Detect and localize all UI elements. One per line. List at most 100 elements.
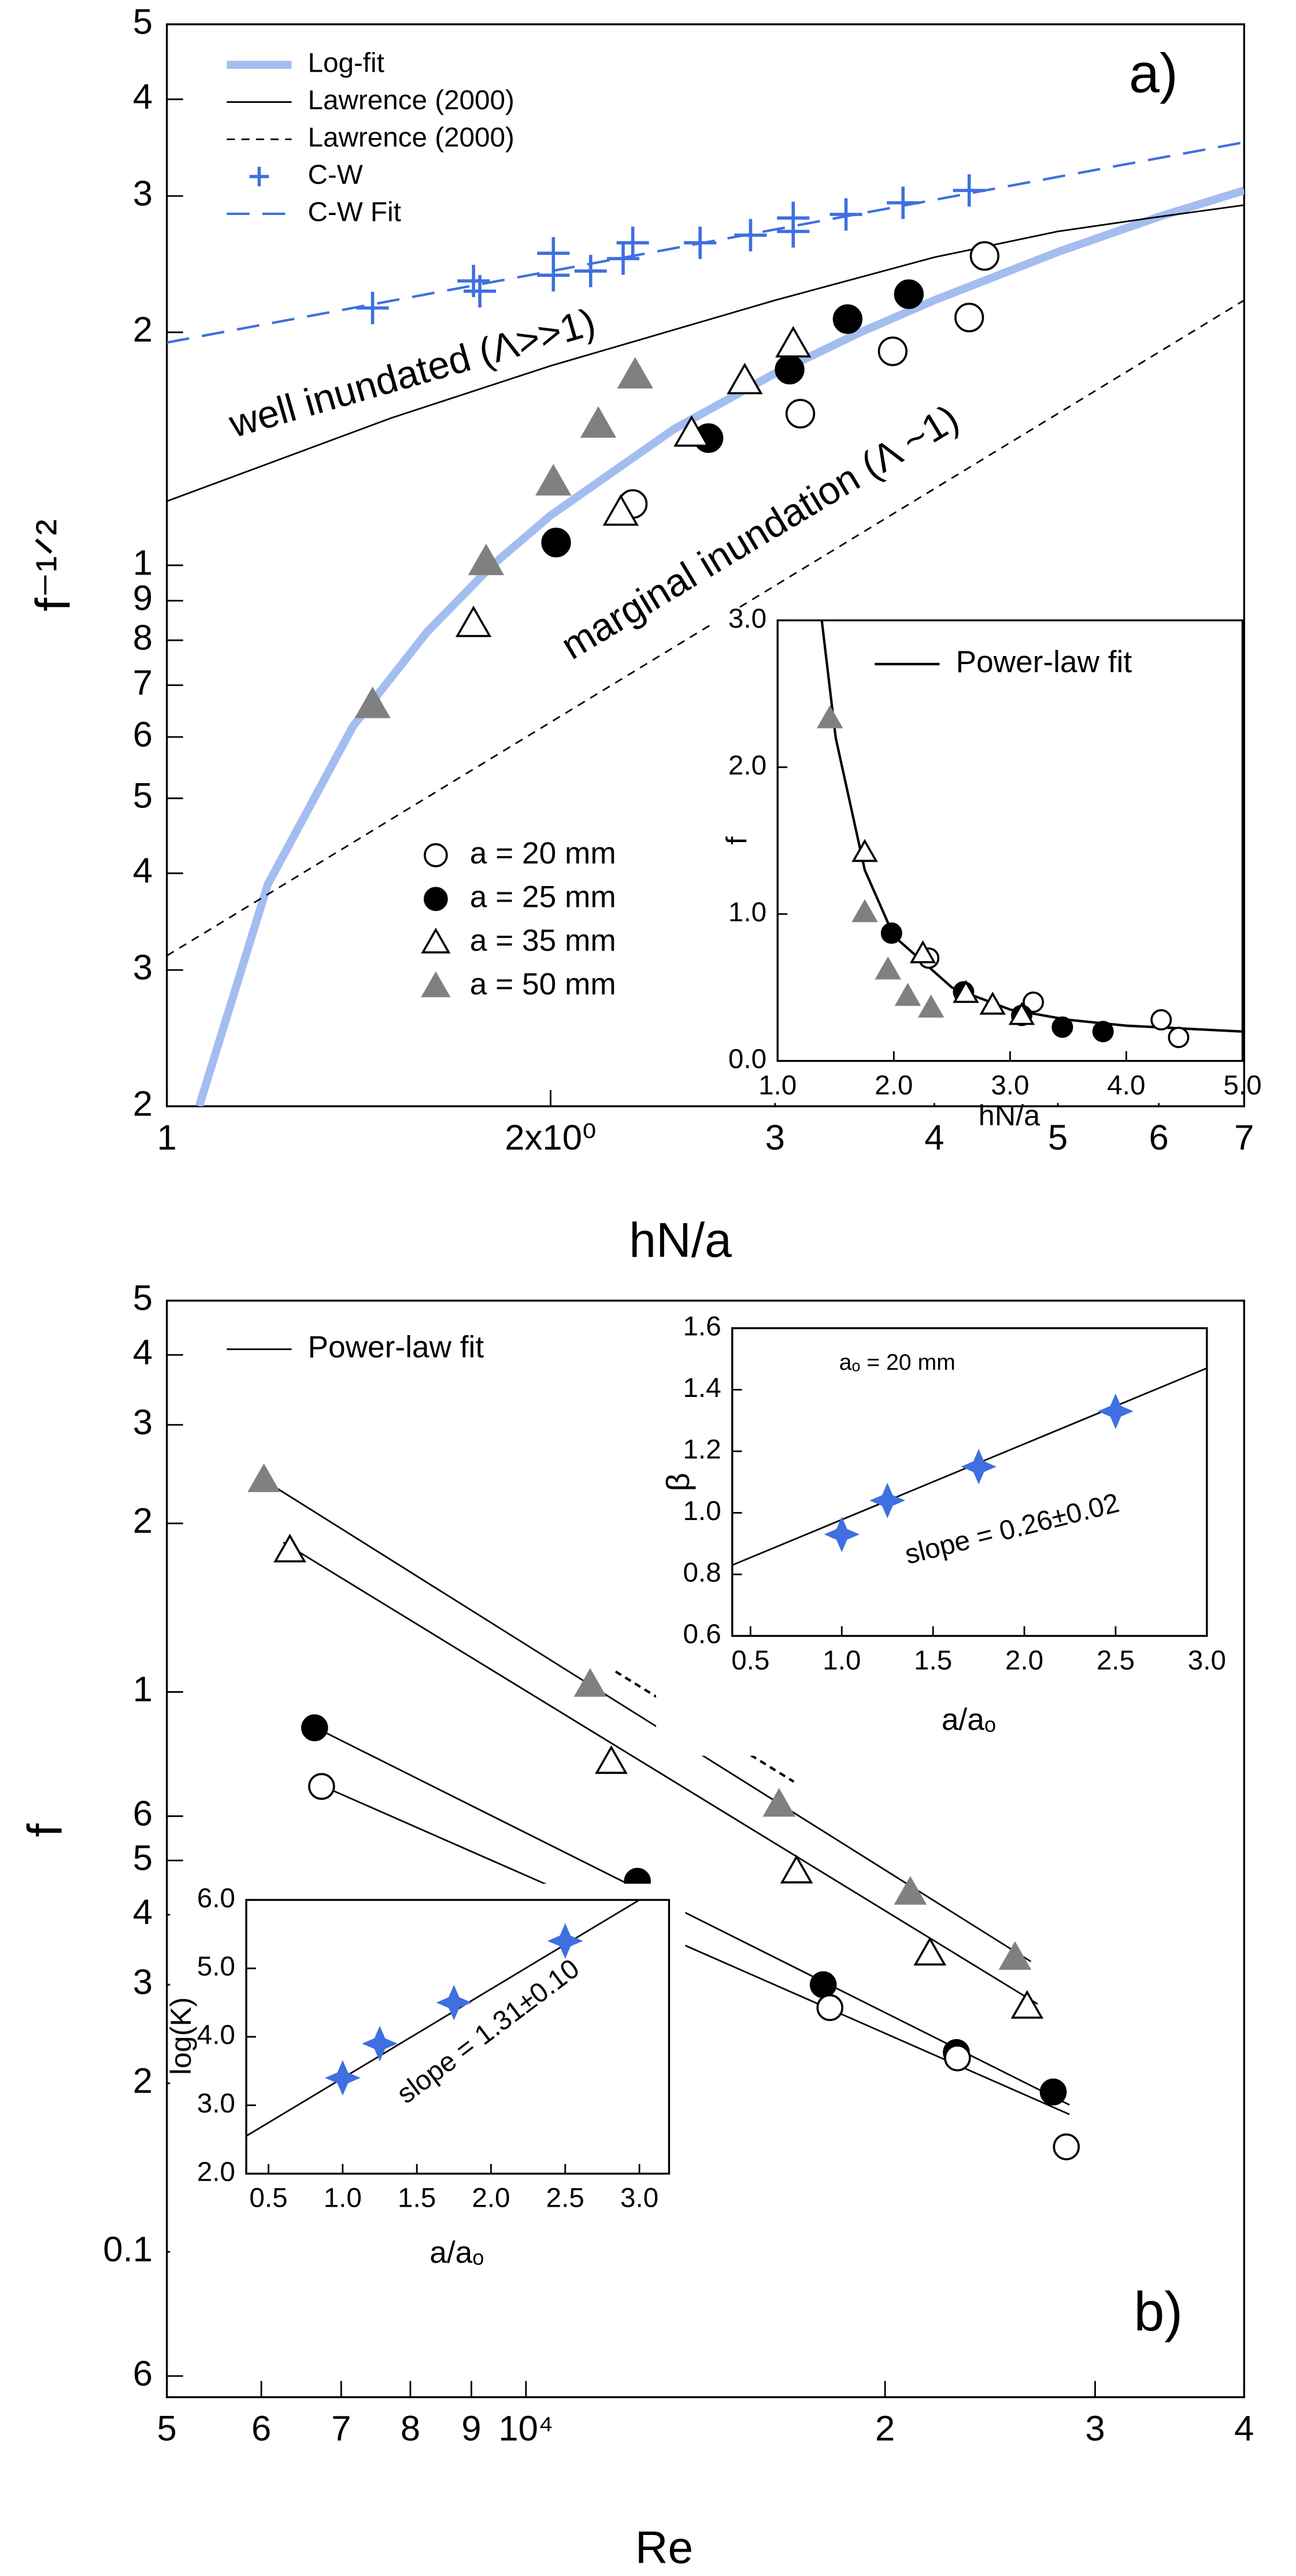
x-tick-label: 3 [765, 1118, 785, 1158]
fit-line [166, 299, 1245, 957]
triangle-marker [851, 839, 878, 862]
y-tick-label: 4 [133, 1892, 153, 1932]
y-tick-label: 1.6 [683, 1311, 721, 1342]
plus-marker [777, 202, 810, 235]
circle-marker [424, 843, 448, 868]
triangle-marker [247, 1463, 280, 1492]
x-tick-label: 3.0 [620, 2183, 658, 2214]
y-tick-label: 3.0 [197, 2088, 235, 2119]
y-tick-label: 5.0 [197, 1951, 235, 1982]
y-tick-label: 1 [133, 1670, 153, 1710]
plus-marker [616, 227, 649, 260]
y-tick-label: 4 [133, 1333, 153, 1373]
x-tick-label: 4 [1234, 2408, 1254, 2448]
star-marker [362, 2026, 398, 2062]
plot-frame [245, 1899, 671, 2175]
x-tick-label: 1 [157, 1118, 177, 1158]
triangle-marker [421, 927, 451, 954]
y-tick-label: 1.4 [683, 1373, 721, 1403]
x-tick-label: 10⁴ [498, 2408, 553, 2448]
triangle-marker [909, 940, 936, 963]
x-tick-label: 2.0 [472, 2183, 510, 2214]
y-tick-label: 2.0 [728, 750, 767, 781]
triangle-marker [354, 687, 391, 718]
triangle-marker [673, 415, 710, 447]
y-tick-label: 6.0 [197, 1883, 235, 1914]
triangle-marker [780, 1855, 813, 1884]
y-tick-label: 6 [133, 2353, 153, 2393]
circle-marker [894, 279, 924, 309]
legend-label: Power-law fit [308, 1330, 484, 1364]
circle-marker [424, 887, 448, 911]
triangle-marker [602, 494, 639, 526]
star-marker [324, 2060, 361, 2096]
y-tick-label: 3 [133, 173, 153, 213]
plus-marker [830, 198, 862, 231]
circle-marker [944, 2044, 971, 2071]
x-tick-label: 8 [401, 2408, 420, 2448]
y-tick-label: 6 [133, 1794, 153, 1834]
y-tick-label: 2 [133, 310, 153, 350]
circle-marker [785, 399, 816, 429]
x-tick-label: 4 [924, 1118, 944, 1158]
circle-marker [809, 1971, 837, 1999]
triangle-marker [816, 705, 843, 729]
y-tick-label: 4 [133, 77, 153, 117]
legend-label: a = 20 mm [470, 836, 616, 870]
triangle-marker [894, 983, 921, 1006]
circle-marker [1168, 1026, 1190, 1048]
triangle-marker [273, 1533, 306, 1563]
legend-label: C-W Fit [308, 197, 401, 228]
x-tick-label: 1.5 [398, 2183, 436, 2214]
y-tick-label: 1.0 [728, 897, 767, 928]
x-axis-label: hN/a [629, 1213, 732, 1267]
circle-marker [1150, 1009, 1172, 1031]
triangle-marker [421, 971, 451, 998]
triangle-marker [727, 362, 763, 395]
y-tick-label: 6 [133, 714, 153, 754]
circle-marker [1023, 991, 1045, 1013]
legend-label: C-W [308, 160, 362, 190]
triangle-marker [762, 1788, 796, 1817]
y-tick-label: 5 [133, 1278, 153, 1318]
plus-marker [537, 237, 570, 270]
circle-marker [832, 304, 862, 334]
triangle-marker [775, 325, 812, 358]
annotation: a) [1129, 43, 1178, 105]
y-tick-label: 5 [133, 2, 153, 42]
circle-marker [301, 1714, 328, 1741]
star-marker [436, 1985, 472, 2021]
y-axis-label: f [720, 836, 753, 844]
triangle-marker [617, 357, 653, 389]
triangle-marker [573, 1668, 607, 1697]
triangle-marker [1008, 1002, 1035, 1025]
y-tick-label: 3 [133, 1403, 153, 1443]
circle-marker [954, 302, 984, 332]
y-tick-label: 1 [133, 543, 153, 583]
x-tick-label: 1.0 [823, 1645, 861, 1676]
y-tick-label: 4.0 [197, 2020, 235, 2051]
legend-label: a = 50 mm [470, 968, 616, 1002]
triangle-marker [894, 1876, 927, 1905]
triangle-marker [1010, 1990, 1044, 2019]
y-tick-label: 2 [133, 2061, 153, 2101]
x-axis-label: Re [635, 2522, 693, 2573]
plot-frame [776, 619, 1244, 1062]
y-tick-label: 3 [133, 948, 153, 988]
fit-line [166, 141, 1245, 344]
triangle-marker [875, 956, 901, 980]
y-tick-label: 5 [133, 776, 153, 816]
plot-frame [731, 1327, 1208, 1637]
triangle-marker [468, 543, 505, 576]
x-tick-label: 3.0 [1188, 1645, 1226, 1676]
x-tick-label: 0.5 [731, 1645, 769, 1676]
x-tick-label: 4.0 [1107, 1070, 1145, 1100]
triangle-marker [998, 1941, 1032, 1970]
circle-marker [308, 1773, 335, 1800]
x-axis-label: a/aₒ [429, 2236, 484, 2270]
x-tick-label: 2.5 [546, 2183, 584, 2214]
plus-marker [464, 275, 497, 307]
legend-label: a = 35 mm [470, 924, 616, 958]
triangle-marker [917, 994, 945, 1018]
